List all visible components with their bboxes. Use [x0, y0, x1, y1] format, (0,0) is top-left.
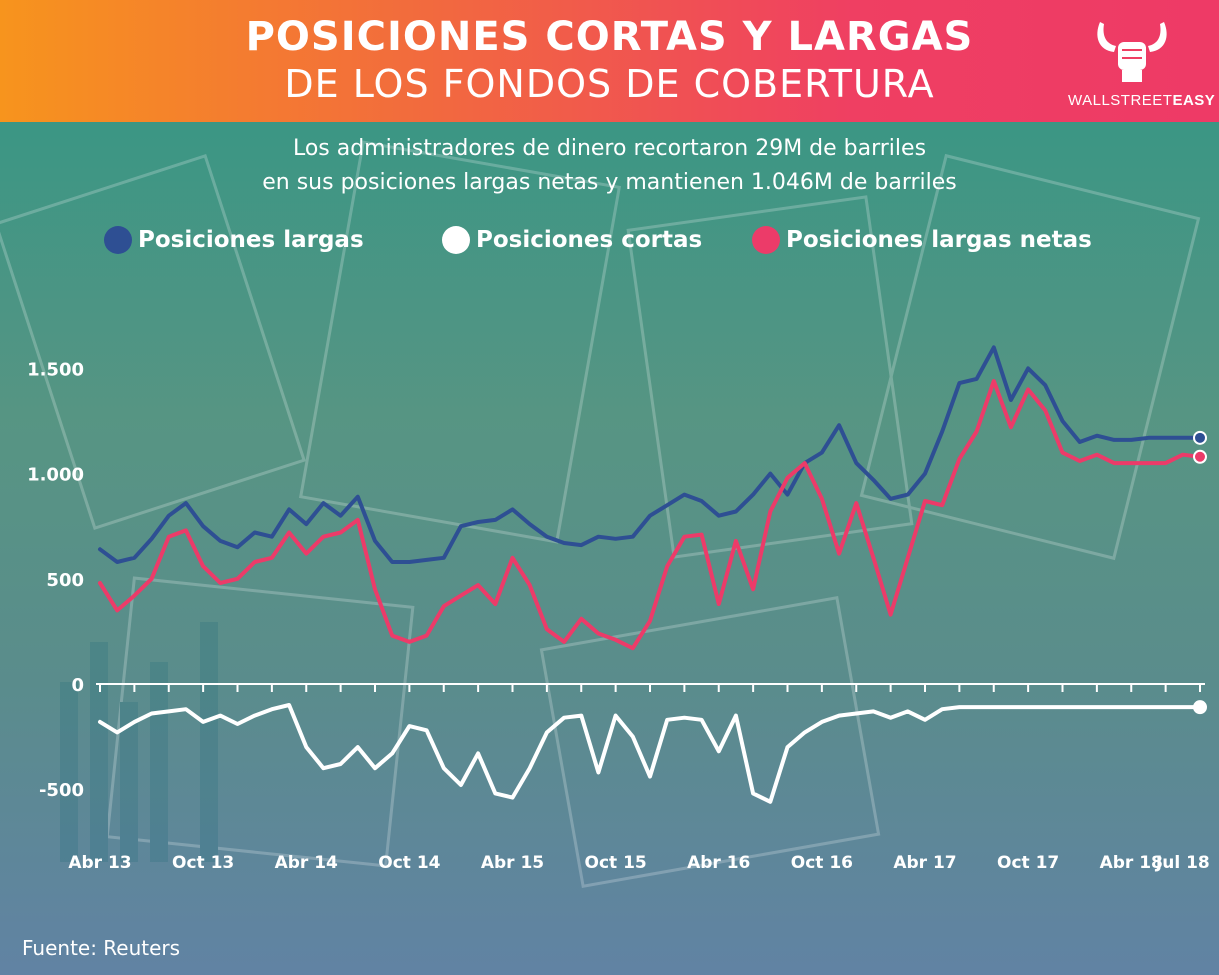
legend-swatch-netas	[752, 226, 780, 254]
x-tick-label: Oct 14	[378, 853, 440, 873]
legend-item-netas: Posiciones largas netas	[752, 226, 1092, 254]
source-note: Fuente: Reuters	[22, 936, 181, 960]
x-tick-label: Abr 17	[893, 853, 956, 873]
logo-text-light: WALLSTREET	[1068, 92, 1173, 109]
x-tick-label: Abr 15	[481, 853, 544, 873]
bull-fist-icon	[1097, 22, 1167, 82]
legend-label-netas: Posiciones largas netas	[786, 227, 1092, 253]
subtitle-line-2: en sus posiciones largas netas y mantien…	[262, 170, 957, 195]
logo-text-bold: EASY	[1172, 92, 1216, 109]
series-end-marker-largas	[1193, 430, 1207, 445]
series-end-marker-cortas	[1193, 700, 1207, 715]
legend-item-largas: Posiciones largas	[104, 226, 364, 254]
title-line-1: POSICIONES CORTAS Y LARGAS	[245, 14, 974, 60]
series-line-netas	[98, 379, 1202, 651]
y-tick-label: 1.500	[27, 359, 84, 380]
series-line-largas	[98, 345, 1202, 564]
legend-label-cortas: Posiciones cortas	[476, 227, 703, 253]
y-tick-label: 0	[71, 675, 84, 696]
subtitle: Los administradores de dinero recortaron…	[0, 132, 1219, 200]
y-tick-label: -500	[39, 780, 84, 801]
title-line-2: DE LOS FONDOS DE COBERTURA	[284, 62, 935, 106]
legend-item-cortas: Posiciones cortas	[442, 226, 702, 254]
logo-wordmark: WALLSTREETEASY	[1068, 92, 1215, 109]
legend-swatch-largas	[104, 226, 132, 254]
x-tick-label: Oct 16	[791, 853, 853, 873]
x-tick-label: Abr 16	[687, 853, 750, 873]
legend-swatch-cortas	[442, 226, 470, 254]
header-banner	[0, 0, 1219, 122]
series-line-cortas	[98, 703, 1202, 804]
y-tick-label: 1.000	[27, 465, 84, 486]
x-tick-label: Abr 14	[275, 853, 338, 873]
x-tick-label: Oct 13	[172, 853, 234, 873]
legend-label-largas: Posiciones largas	[138, 227, 364, 253]
x-tick-label: Oct 15	[585, 853, 647, 873]
x-tick-label: Jul 18	[1155, 853, 1210, 873]
subtitle-line-1: Los administradores de dinero recortaron…	[292, 136, 927, 161]
x-tick-label: Abr 18	[1100, 853, 1163, 873]
y-tick-label: 500	[46, 570, 84, 591]
x-tick-label: Abr 13	[68, 853, 131, 873]
background-gradient	[0, 122, 1219, 975]
x-tick-label: Oct 17	[997, 853, 1059, 873]
series-end-marker-netas	[1193, 449, 1207, 464]
